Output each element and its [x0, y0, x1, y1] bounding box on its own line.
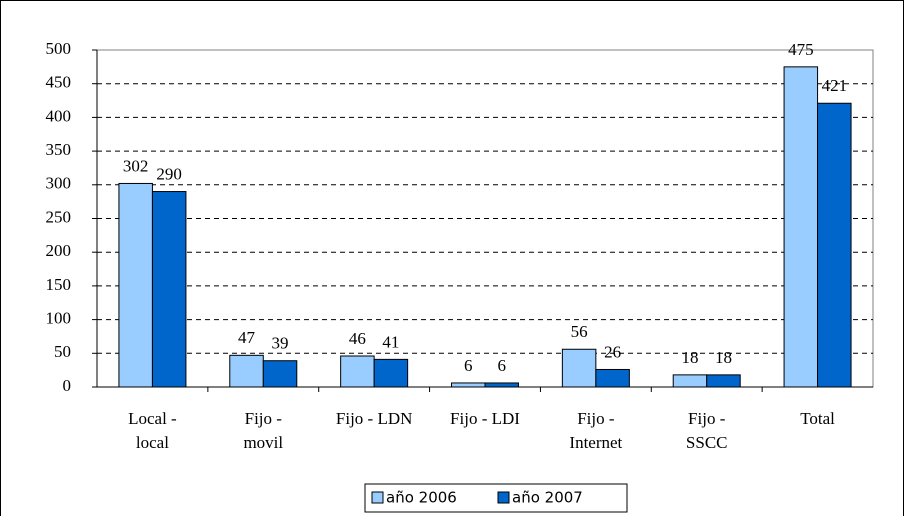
y-tick-label: 50 [54, 342, 71, 361]
legend-swatch [497, 491, 510, 504]
legend: año 2006 año 2007 [364, 483, 628, 513]
y-tick-label: 450 [46, 73, 72, 92]
x-tick-label: Fijo - LDI [450, 409, 520, 428]
value-label: 39 [272, 334, 289, 353]
bar [118, 182, 153, 388]
y-tick-label: 500 [46, 39, 72, 58]
value-label: 475 [788, 40, 814, 59]
value-label: 302 [123, 156, 149, 175]
value-label: 26 [604, 342, 621, 361]
bar [561, 348, 597, 388]
y-tick-label: 100 [46, 309, 72, 328]
y-tick-label: 150 [46, 275, 72, 294]
x-tick-label: Fijo - LDN [336, 409, 413, 428]
bar [262, 360, 298, 388]
bar [595, 368, 630, 388]
value-label: 46 [349, 329, 366, 348]
legend-swatch [371, 491, 384, 504]
legend-label: año 2007 [512, 489, 583, 507]
y-tick-label: 300 [46, 174, 72, 193]
bar [340, 355, 375, 388]
value-label: 47 [238, 328, 256, 347]
bar [229, 354, 264, 388]
value-label: 290 [156, 164, 182, 183]
value-label: 18 [715, 348, 732, 367]
bar [783, 66, 819, 388]
value-label: 41 [382, 332, 399, 351]
x-tick-label: Total [800, 409, 835, 428]
bar [451, 382, 486, 388]
x-tick-label: Fijo -Internet [569, 409, 622, 452]
y-tick-label: 200 [46, 241, 72, 260]
bar [373, 358, 409, 388]
x-tick-label: Local -local [128, 409, 177, 452]
y-tick-label: 0 [63, 376, 72, 395]
value-label: 6 [464, 356, 473, 375]
x-tick-label: Fijo -movil [243, 409, 283, 452]
value-label: 421 [822, 76, 848, 95]
value-label: 6 [498, 356, 507, 375]
x-tick-label: Fijo -SSCC [686, 409, 728, 452]
y-tick-label: 400 [46, 106, 72, 125]
y-tick-label: 350 [46, 140, 72, 159]
y-tick-label: 250 [46, 207, 72, 226]
bar [817, 102, 852, 388]
value-label: 18 [681, 348, 698, 367]
legend-box [364, 483, 628, 513]
legend-label: año 2006 [386, 489, 457, 507]
bar [151, 191, 187, 388]
bar [706, 374, 741, 388]
value-label: 56 [571, 322, 588, 341]
bar [484, 382, 519, 388]
bar [672, 374, 708, 388]
